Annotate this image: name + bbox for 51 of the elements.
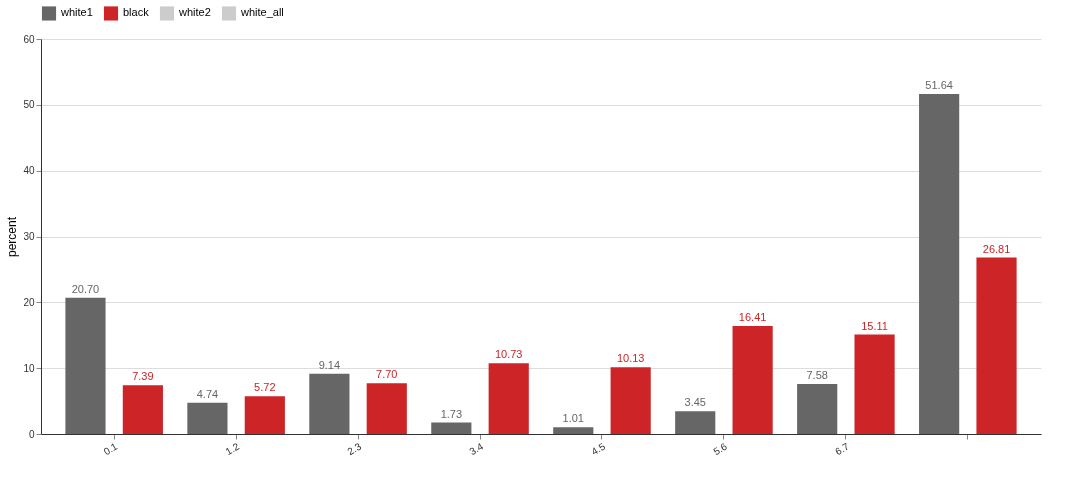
y-tick-label: 30 [23,231,35,242]
data-label: 15.11 [861,319,888,332]
y-axis-title: percent [5,216,20,258]
legend-label: white1 [60,6,93,19]
bar [488,363,529,434]
x-tick-label: 4.5 [589,440,608,458]
bar [919,94,960,434]
bar [366,383,407,434]
data-label: 7.39 [132,370,154,383]
bar [122,385,163,434]
bar [244,396,285,434]
x-tick-label: 2.3 [345,440,364,458]
data-label: 10.13 [616,352,645,365]
y-tick-label: 0 [28,428,35,440]
bar [854,334,895,434]
y-tick-label: 10 [23,362,35,374]
data-label: 7.70 [376,368,398,381]
bar [732,325,773,434]
y-tick-label: 50 [23,99,35,111]
x-tick-label: 6.7 [833,440,852,458]
data-label: 16.41 [738,310,767,323]
data-label: 10.73 [494,348,523,361]
y-tick-label: 20 [23,296,35,308]
x-tick-label: 5.6 [711,440,730,458]
data-label: 1.01 [562,412,584,425]
x-tick-label: 3.4 [467,440,486,458]
y-tick-label: 60 [23,33,35,45]
x-tick-label: 1.2 [223,440,242,458]
bar [553,427,594,434]
bar [610,367,651,434]
data-label: 9.14 [318,358,341,371]
legend-label: white_all [240,6,284,19]
data-label: 5.72 [254,381,276,394]
data-label: 51.64 [925,79,953,92]
bar [187,402,228,434]
bar [797,384,838,434]
bar [431,422,472,434]
data-label: 4.74 [196,387,219,400]
bar [309,373,350,434]
legend-label: white2 [178,6,211,19]
data-label: 20.70 [71,282,100,295]
bar [675,411,716,434]
data-label: 7.58 [806,369,828,382]
bar [976,257,1017,434]
bar [65,297,106,434]
data-label: 3.45 [684,396,706,409]
legend-label: black [123,6,150,19]
data-label: 26.81 [982,242,1011,255]
x-tick-label: 0.1 [101,440,120,458]
data-label: 1.73 [440,407,463,420]
y-tick-label: 40 [23,165,35,177]
